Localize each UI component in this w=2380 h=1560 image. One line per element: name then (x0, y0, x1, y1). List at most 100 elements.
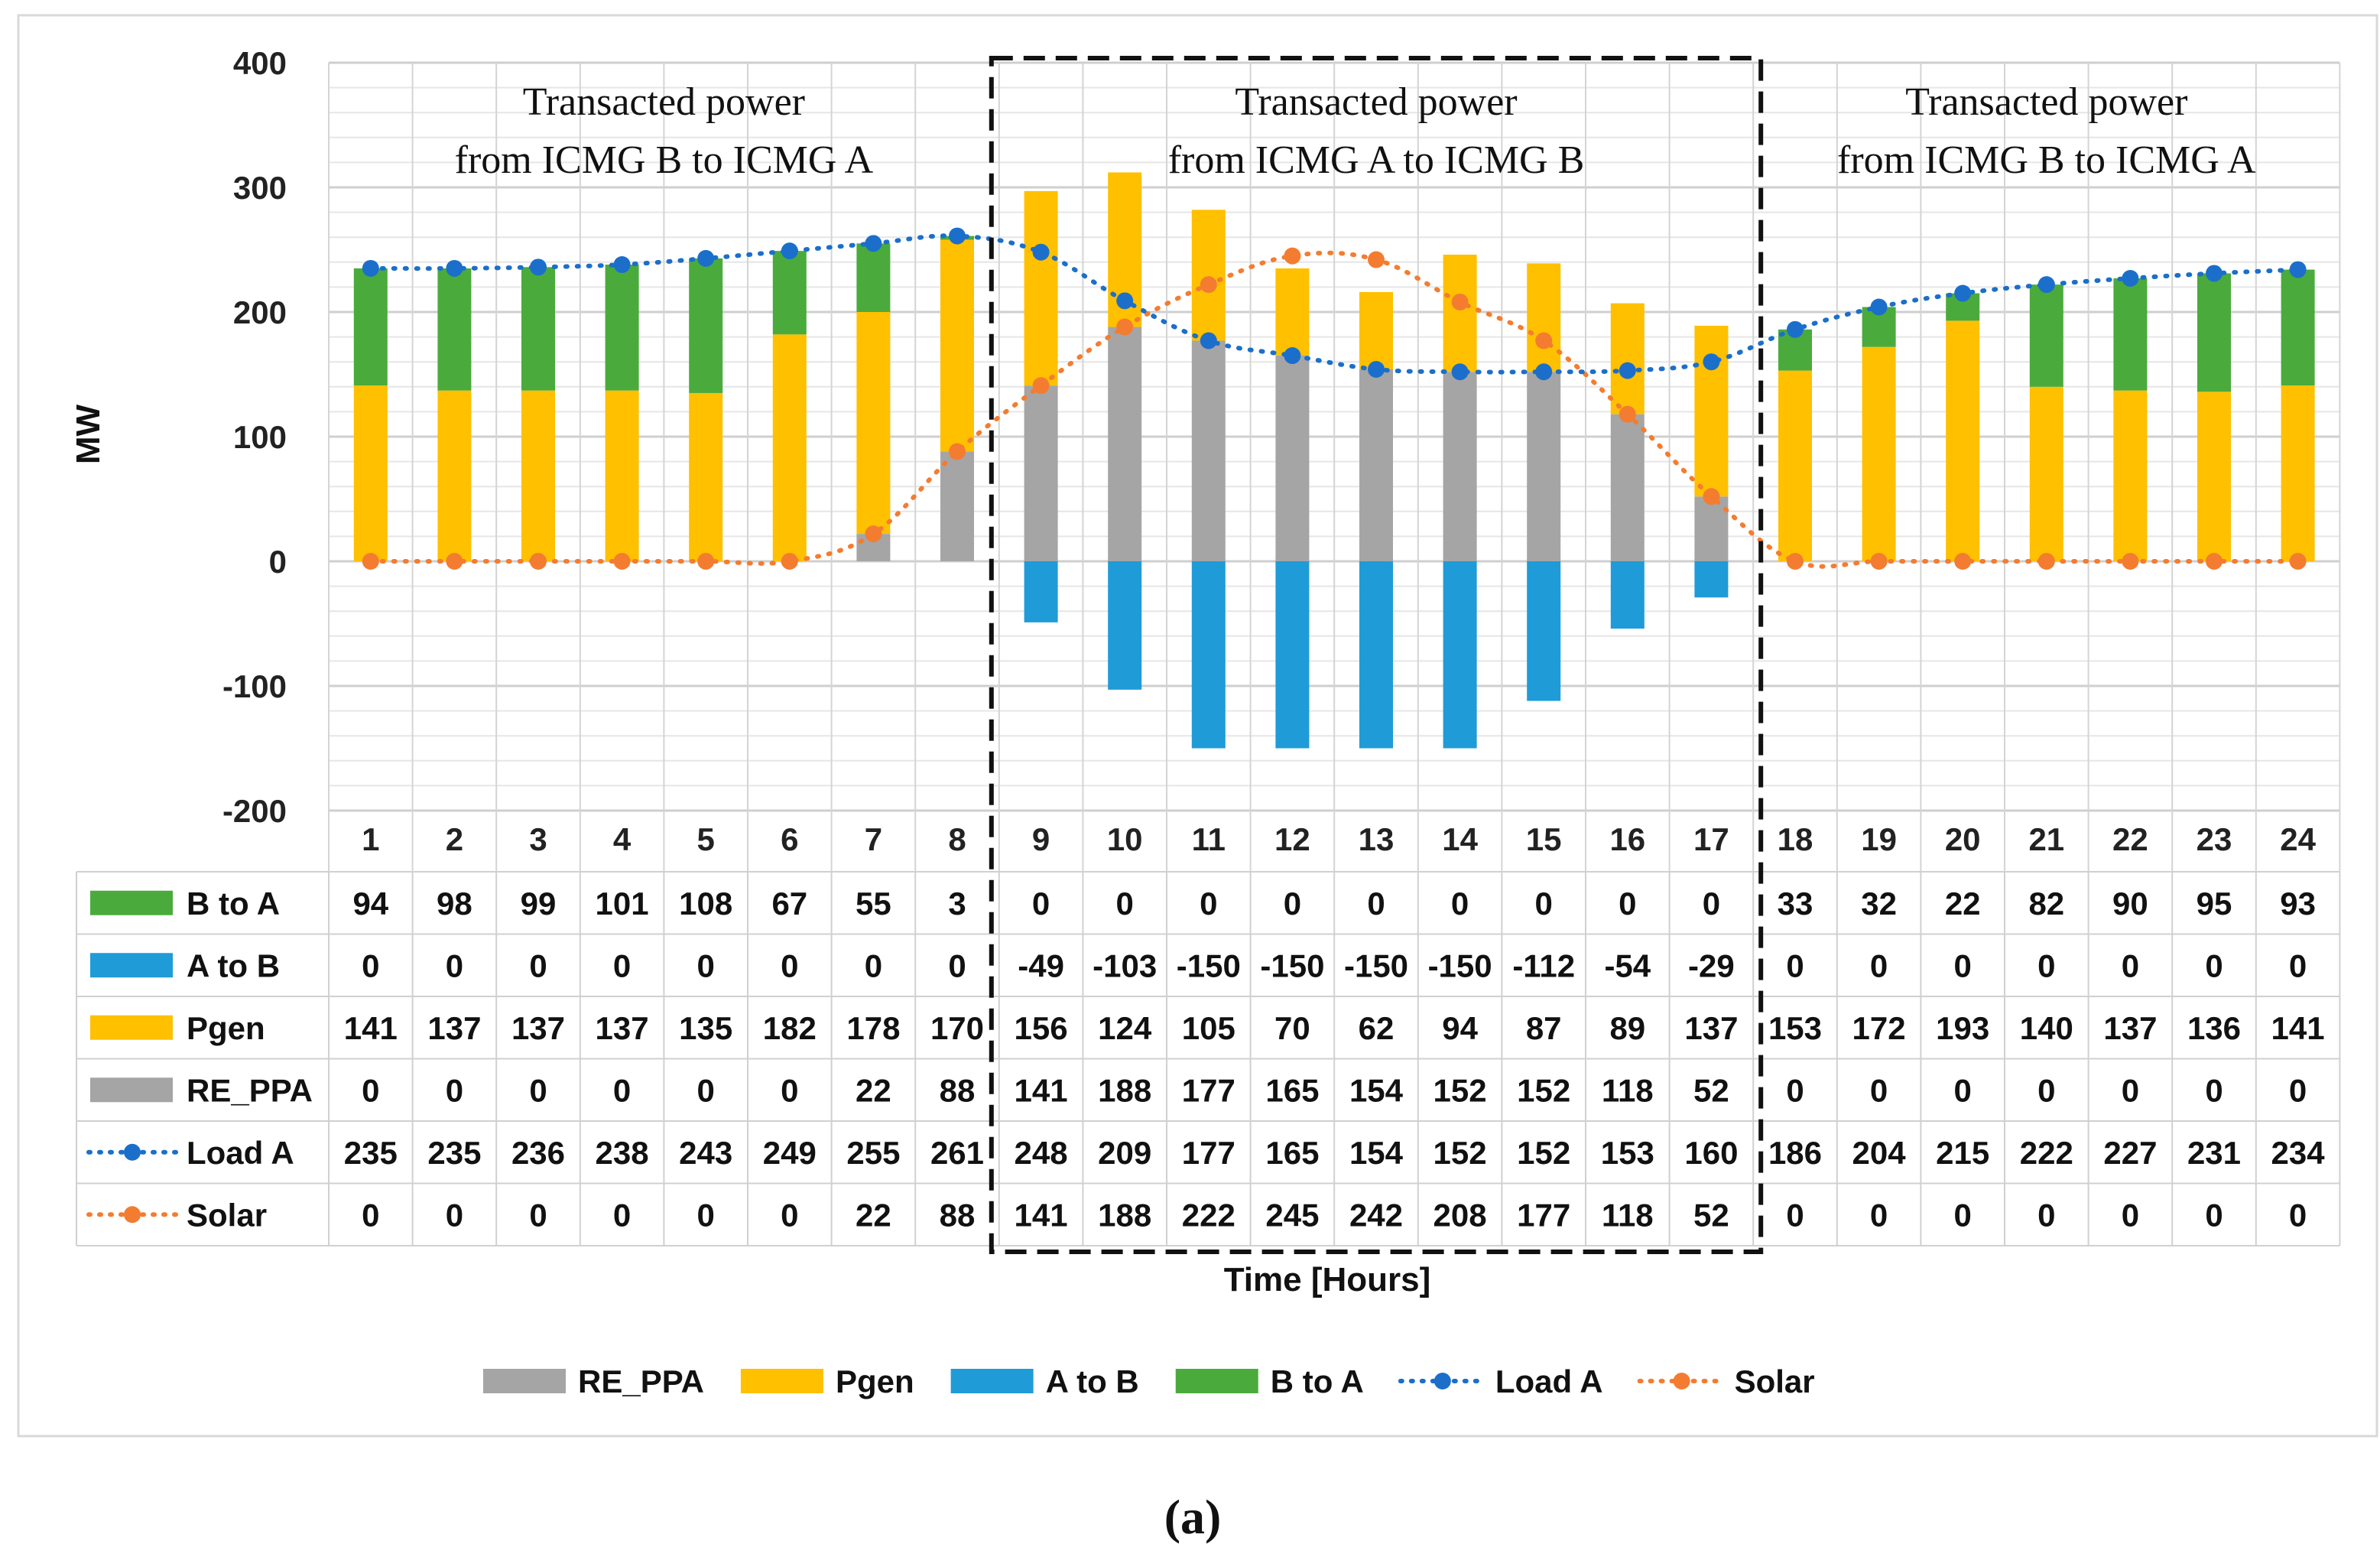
table-cell: 0 (529, 1197, 547, 1233)
table-cell: 141 (1015, 1072, 1068, 1108)
table-cell: 105 (1182, 1010, 1235, 1046)
point-loada (1787, 320, 1804, 338)
legend-marker-solar (1673, 1373, 1690, 1389)
table-cell: 88 (940, 1072, 976, 1108)
bar-btoa (689, 258, 723, 393)
bar-btoa (772, 251, 807, 335)
bar-atob (1443, 561, 1477, 749)
bar-atob (1694, 561, 1729, 598)
table-cell: 0 (2205, 947, 2223, 983)
point-loada (1116, 292, 1134, 310)
legend-label-btoa: B to A (1271, 1363, 1364, 1399)
table-cell: 0 (1116, 886, 1134, 921)
table-cell: 177 (1182, 1135, 1235, 1171)
table-key-pgen (90, 1015, 173, 1040)
table-cell: 153 (1768, 1010, 1822, 1046)
bar-reppa (1191, 340, 1226, 561)
point-solar (2037, 553, 2055, 570)
highlight-box (989, 56, 1764, 1254)
table-cell: 0 (362, 947, 379, 983)
x-tick-label: 18 (1778, 821, 1813, 857)
table-cell: -150 (1177, 947, 1241, 983)
x-tick-label: 14 (1442, 821, 1478, 857)
bar-pgen (605, 390, 639, 561)
x-tick-label: 21 (2028, 821, 2064, 857)
bar-reppa (940, 451, 974, 561)
table-cell: 209 (1098, 1135, 1151, 1171)
point-solar (1451, 293, 1469, 310)
table-cell: 141 (1015, 1197, 1068, 1233)
x-tick-label: 15 (1526, 821, 1562, 857)
table-cell: 156 (1015, 1010, 1068, 1046)
point-loada (1619, 362, 1636, 379)
table-cell: 0 (613, 947, 631, 983)
y-tick-label: 200 (233, 294, 287, 330)
bar-pgen (940, 239, 974, 452)
caption: (a) (1164, 1490, 1222, 1544)
legend-label-pgen: Pgen (836, 1363, 914, 1399)
bar-btoa (2281, 269, 2315, 386)
table-cell: 118 (1602, 1072, 1654, 1108)
table-cell: 94 (352, 886, 388, 921)
table-cell: 0 (2289, 1072, 2307, 1108)
bar-pgen (521, 390, 555, 561)
table-cell: 0 (697, 1197, 715, 1233)
table-cell: 141 (344, 1010, 398, 1046)
table-cell: 118 (1602, 1197, 1654, 1233)
table-cell: 182 (763, 1010, 817, 1046)
point-solar (1787, 553, 1804, 570)
table-cell: 33 (1778, 886, 1813, 921)
x-tick-label: 11 (1192, 821, 1226, 857)
table-cell: 245 (1265, 1197, 1319, 1233)
bar-pgen (1191, 210, 1226, 341)
x-tick-label: 12 (1274, 821, 1310, 857)
table-cell: 0 (2037, 1197, 2055, 1233)
point-solar (949, 443, 966, 460)
table-cell: 108 (679, 886, 732, 921)
bar-btoa (856, 243, 891, 312)
table-cell: 124 (1098, 1010, 1152, 1046)
point-loada (1535, 363, 1553, 381)
table-cell: 67 (771, 886, 807, 921)
table-cell: 0 (697, 1072, 715, 1108)
x-tick-label: 5 (697, 821, 715, 857)
bar-reppa (1275, 356, 1310, 561)
table-cell: 0 (1284, 886, 1301, 921)
bar-btoa (2197, 273, 2231, 392)
point-solar (2289, 553, 2307, 570)
table-cell: 222 (2020, 1135, 2073, 1171)
bar-btoa (437, 268, 472, 391)
table-cell: 0 (613, 1197, 631, 1233)
table-cell: 0 (2037, 947, 2055, 983)
table-cell: 0 (1954, 1197, 1972, 1233)
point-solar (446, 553, 463, 570)
table-cell: 152 (1434, 1072, 1487, 1108)
table-row-label: B to A (187, 886, 280, 921)
bar-btoa (2029, 284, 2063, 387)
bar-pgen (2197, 392, 2231, 561)
legend-swatch-pgen (740, 1369, 823, 1393)
table-cell: 0 (1619, 886, 1636, 921)
point-solar (1284, 247, 1301, 265)
point-loada (1284, 347, 1301, 365)
table-cell: 235 (427, 1135, 481, 1171)
table-cell: 0 (781, 1072, 798, 1108)
bar-pgen (1778, 370, 1812, 561)
table-cell: 0 (1786, 1197, 1804, 1233)
table-cell: 22 (1945, 886, 1981, 921)
point-loada (1032, 243, 1050, 261)
table-cell: 22 (856, 1072, 891, 1108)
table-cell: 170 (930, 1010, 984, 1046)
bar-pgen (1527, 263, 1561, 372)
table-cell: 0 (1535, 886, 1553, 921)
table-cell: 0 (1954, 947, 1972, 983)
point-solar (530, 553, 547, 570)
table-cell: 0 (2289, 947, 2307, 983)
table-cell: 55 (856, 886, 891, 921)
point-solar (1535, 332, 1553, 349)
bar-btoa (521, 267, 555, 391)
table-cell: 152 (1517, 1135, 1570, 1171)
table-cell: 70 (1274, 1010, 1310, 1046)
bar-reppa (1527, 372, 1561, 561)
legend-swatch-reppa (483, 1369, 566, 1393)
